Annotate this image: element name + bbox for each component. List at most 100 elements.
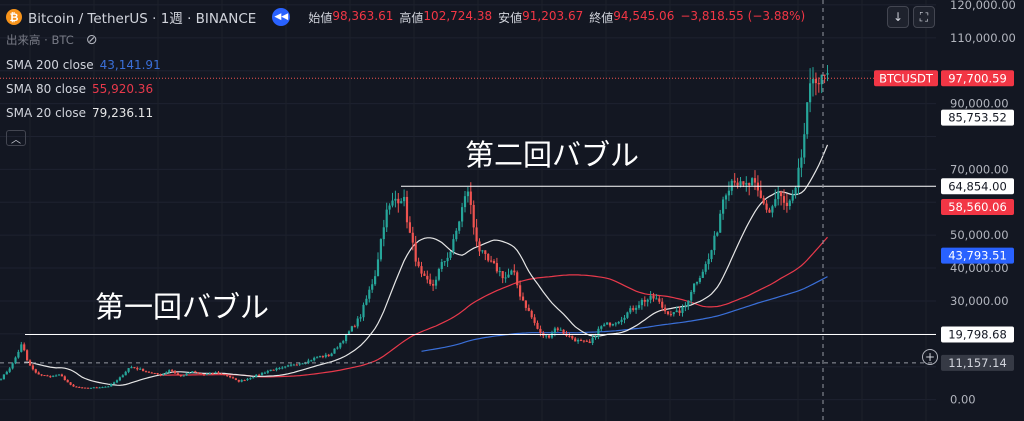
candle-body — [582, 340, 585, 342]
download-arrow-icon[interactable]: ↓ — [887, 6, 909, 28]
candle-body — [223, 373, 226, 376]
candle-body — [710, 250, 713, 260]
candle-body — [469, 191, 472, 205]
candle-body — [110, 383, 113, 387]
indicator-value: 55,920.36 — [92, 82, 154, 96]
candle-body — [5, 371, 8, 375]
candle-body — [672, 312, 675, 315]
close-value: 94,545.06 — [613, 8, 675, 23]
candle-body — [780, 191, 783, 197]
candle-body — [376, 259, 380, 277]
candle-body — [553, 328, 556, 334]
indicator-sma80[interactable]: SMA 80 close 55,920.36 — [6, 82, 153, 96]
candle-body — [820, 74, 823, 85]
candle-body — [226, 375, 229, 377]
candle-body — [86, 387, 90, 389]
y-tick-label: 120,000.00 — [950, 0, 1016, 12]
candle-body — [72, 384, 75, 387]
candle-body — [307, 360, 310, 364]
candle-body — [301, 363, 304, 365]
candle-body — [562, 329, 565, 334]
y-tick-label: 0.00 — [950, 393, 976, 407]
candle-body — [687, 300, 690, 307]
candle-body — [611, 324, 614, 326]
candle-body — [463, 196, 467, 208]
fullscreen-icon[interactable]: ⛶ — [913, 6, 935, 28]
candle-body — [594, 336, 597, 338]
price-label: 97,700.59 — [948, 71, 1007, 85]
indicator-sma200[interactable]: SMA 200 close 43,141.91 — [6, 58, 161, 72]
candle-body — [237, 379, 240, 382]
candle-body — [437, 269, 440, 280]
candle-body — [214, 372, 217, 374]
plus-circle-icon[interactable]: + — [922, 349, 938, 365]
collapse-indicators-chevron-up-icon[interactable]: ︿ — [6, 130, 26, 146]
candle-body — [142, 368, 145, 372]
symbol-title[interactable]: Bitcoin / TetherUS · 1週 · BINANCE — [28, 11, 257, 27]
candle-body — [762, 197, 765, 204]
candle-body — [20, 344, 23, 352]
low-label: 安値 — [498, 10, 523, 25]
candle-body — [635, 307, 638, 310]
candle-body — [89, 387, 92, 389]
candle-body — [814, 78, 817, 84]
candle-body — [640, 299, 643, 306]
candle-body — [716, 232, 719, 236]
candle-body — [533, 317, 536, 323]
candle-body — [759, 190, 762, 198]
price-label-box — [941, 354, 1014, 371]
candle-body — [620, 319, 623, 322]
volume-row: 出来高 · BTC ⊘ — [6, 32, 97, 48]
candle-body — [521, 296, 525, 301]
candle-body — [342, 341, 345, 343]
candle-body — [411, 232, 414, 243]
candle-body — [742, 181, 745, 185]
candle-body — [545, 335, 548, 337]
candle-body — [501, 271, 504, 279]
candle-body — [774, 199, 777, 207]
candle-body — [275, 368, 278, 371]
candle-body — [249, 378, 252, 380]
candle-body — [153, 372, 156, 374]
candle-body — [417, 261, 420, 267]
candle-body — [23, 344, 26, 351]
candle-body — [49, 376, 52, 378]
sma80-line — [160, 236, 828, 378]
candle-body — [504, 277, 507, 279]
candle-body — [321, 356, 324, 358]
candle-body — [194, 371, 197, 373]
candle-body — [513, 270, 516, 273]
candle-body — [147, 371, 150, 373]
candle-body — [777, 191, 780, 200]
eye-off-icon[interactable]: ⊘ — [85, 32, 98, 48]
candle-body — [176, 373, 179, 376]
horizontal-levels — [0, 0, 936, 421]
candle-body — [446, 257, 449, 262]
candle-body — [182, 375, 185, 377]
candle-body — [434, 279, 438, 286]
candle-body — [139, 368, 142, 370]
candle-body — [811, 78, 815, 84]
candle-body — [374, 276, 377, 285]
candle-body — [443, 261, 446, 263]
candle-body — [571, 335, 574, 339]
double-chevron-left-icon[interactable]: ◀◀ — [272, 8, 291, 26]
candle-body — [458, 221, 461, 231]
candle-body — [136, 368, 139, 370]
candle-body — [272, 369, 275, 371]
candle-body — [432, 284, 435, 286]
candle-body — [701, 271, 704, 278]
candle-body — [536, 322, 539, 329]
candle-body — [40, 374, 43, 376]
candle-body — [800, 157, 803, 168]
candle-body — [217, 372, 220, 374]
candle-body — [28, 360, 32, 366]
candle-body — [719, 213, 722, 233]
indicator-sma20[interactable]: SMA 20 close 79,236.11 — [6, 106, 153, 120]
price-label: 64,854.00 — [948, 179, 1007, 193]
indicator-label: SMA 200 close — [6, 58, 94, 72]
candle-body — [423, 273, 426, 276]
candle-body — [661, 301, 664, 308]
candle-body — [585, 340, 588, 342]
